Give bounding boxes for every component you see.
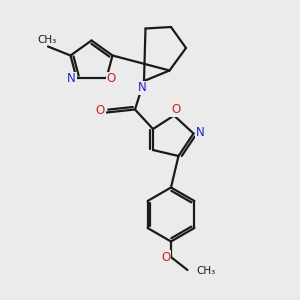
Text: O: O — [171, 103, 180, 116]
Text: CH₃: CH₃ — [196, 266, 215, 277]
Text: N: N — [67, 72, 76, 86]
Text: O: O — [96, 103, 105, 117]
Text: CH₃: CH₃ — [37, 35, 56, 45]
Text: N: N — [196, 125, 205, 139]
Text: O: O — [107, 72, 116, 86]
Text: N: N — [138, 81, 147, 94]
Text: O: O — [161, 250, 170, 264]
